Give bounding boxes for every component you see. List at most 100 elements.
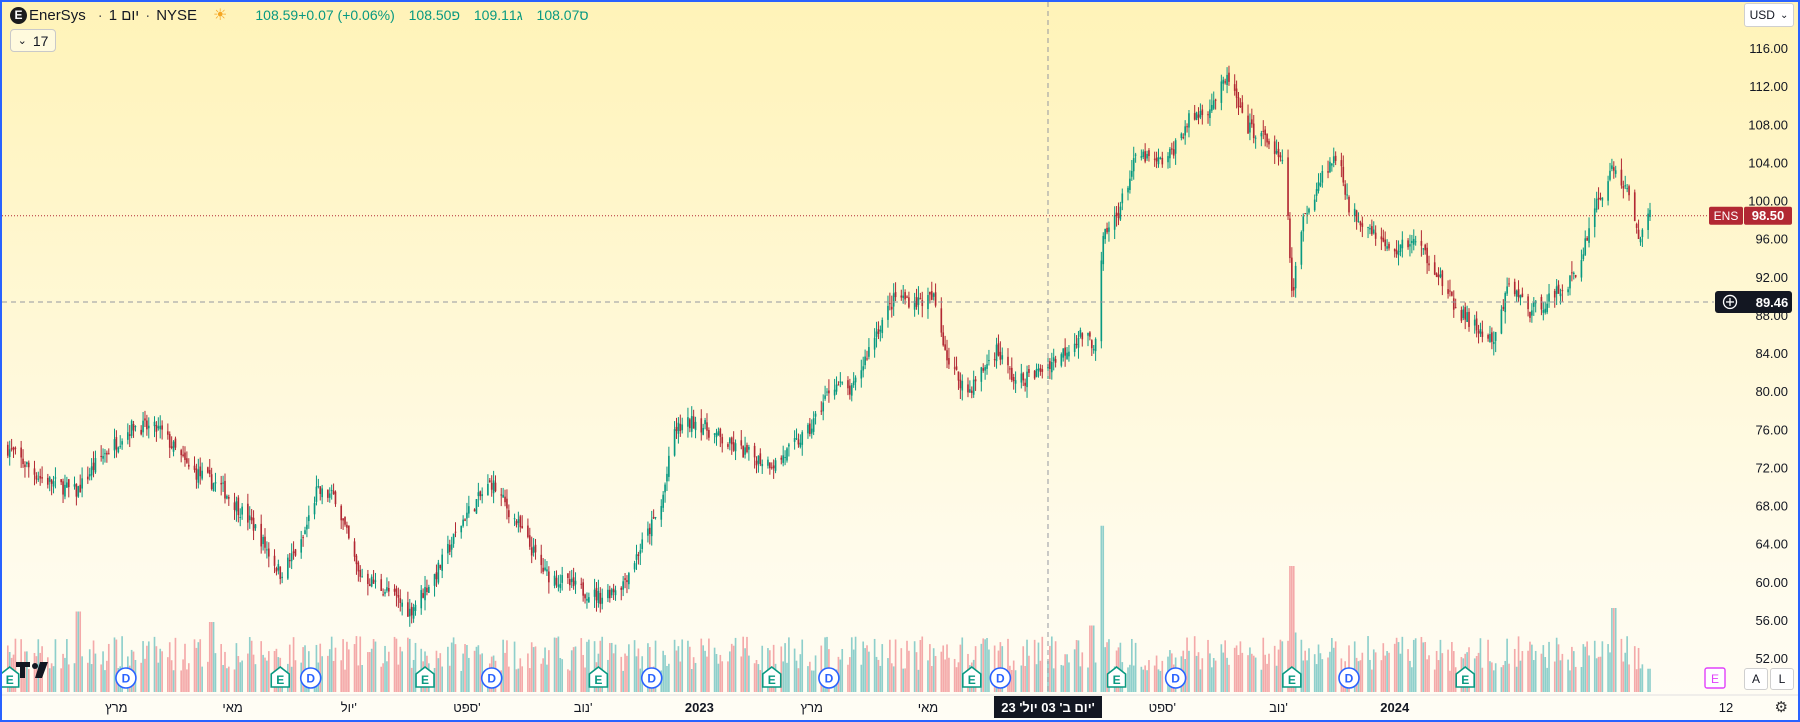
- candle-body: [786, 448, 788, 461]
- indicators-collapse-button[interactable]: ⌄ 17: [10, 29, 56, 52]
- candle: [106, 450, 108, 463]
- candle-body: [1374, 232, 1377, 239]
- log-scale-button[interactable]: L: [1770, 668, 1794, 690]
- volume-bar: [374, 641, 377, 692]
- candle-body: [1540, 297, 1543, 310]
- candle: [824, 385, 826, 401]
- earnings-letter: E: [6, 673, 14, 687]
- dividend-letter: D: [825, 672, 834, 686]
- candle: [187, 458, 190, 470]
- interval-label[interactable]: יום 1: [108, 6, 140, 24]
- dividend-marker[interactable]: D: [299, 667, 322, 689]
- dividend-marker[interactable]: D: [480, 667, 503, 689]
- candle: [1494, 331, 1497, 353]
- volume-bar: [1024, 665, 1026, 692]
- earnings-marker[interactable]: E: [588, 665, 609, 688]
- candle: [184, 446, 186, 467]
- candle: [1247, 104, 1249, 134]
- candle: [807, 422, 809, 439]
- volume-bar: [690, 669, 693, 692]
- candle: [1435, 272, 1438, 278]
- candle-body: [1153, 158, 1156, 160]
- candle: [1195, 111, 1198, 121]
- candle-body: [233, 502, 236, 510]
- candle: [182, 445, 184, 458]
- candle-body: [1572, 272, 1575, 275]
- symbol-name[interactable]: EnerSys: [29, 6, 86, 24]
- earnings-marker[interactable]: E: [1106, 665, 1127, 688]
- logo-slash: [35, 662, 48, 678]
- candle-body: [1140, 156, 1143, 158]
- market-hours-icon[interactable]: ☀: [213, 7, 228, 24]
- volume-bar: [704, 650, 706, 692]
- candle: [1593, 198, 1596, 238]
- volume-bar: [382, 663, 384, 692]
- settings-gear-icon[interactable]: ⚙: [1774, 699, 1788, 716]
- candle-body: [332, 490, 335, 495]
- earnings-marker[interactable]: E: [270, 665, 291, 688]
- candle-body: [1449, 290, 1451, 292]
- candle: [304, 526, 306, 535]
- earnings-marker[interactable]: E: [415, 665, 435, 688]
- earnings-marker[interactable]: E: [1282, 665, 1302, 688]
- candle-body: [972, 379, 975, 395]
- candle-body: [534, 544, 537, 553]
- auto-scale-button[interactable]: A: [1744, 668, 1768, 690]
- earnings-marker[interactable]: E: [961, 665, 982, 688]
- volume-bar: [913, 641, 916, 692]
- currency-select[interactable]: USD ⌄: [1744, 3, 1794, 27]
- candle-body: [39, 475, 42, 479]
- candle-body: [864, 356, 866, 366]
- candle: [610, 587, 613, 598]
- earnings-icon: [415, 665, 435, 688]
- volume-bar: [222, 665, 224, 692]
- candle-body: [186, 458, 188, 463]
- candle: [54, 467, 57, 489]
- price-axis[interactable]: 52.0056.0060.0064.0068.0072.0076.0080.00…: [1748, 41, 1788, 666]
- time-axis[interactable]: מרץ מאי יול' ספט' נוב' 2023 מרץ מאי ספט' נוב' 2024…: [2, 694, 1798, 715]
- candle-body: [1451, 292, 1453, 296]
- crosshair-price-label[interactable]: 89.46: [1715, 290, 1792, 313]
- tradingview-logo[interactable]: [16, 662, 48, 678]
- candle-body: [1588, 228, 1590, 243]
- candle: [64, 474, 66, 500]
- dividend-marker[interactable]: D: [640, 667, 663, 689]
- volume-bar: [635, 656, 638, 692]
- candle-body: [1197, 114, 1200, 118]
- candle-body: [172, 441, 175, 452]
- candle: [1060, 352, 1063, 368]
- earnings-marker[interactable]: E: [1455, 665, 1476, 688]
- candle: [555, 570, 558, 588]
- candle: [860, 359, 863, 388]
- dividend-marker[interactable]: D: [818, 667, 840, 689]
- dividend-marker[interactable]: D: [989, 667, 1012, 689]
- volume-bar: [780, 646, 783, 692]
- earnings-marker[interactable]: E: [761, 665, 782, 688]
- candle-body: [1519, 295, 1522, 299]
- dividend-marker[interactable]: D: [115, 667, 137, 689]
- event-markers[interactable]: E D DE E D E D E D E D E D E D E E: [2, 662, 1726, 689]
- upcoming-earnings-marker[interactable]: E: [1704, 667, 1726, 689]
- candle-body: [759, 453, 762, 465]
- candle-body: [128, 434, 131, 436]
- volume-bar: [473, 650, 476, 692]
- candle: [1397, 240, 1400, 266]
- dividend-marker[interactable]: D: [1338, 667, 1360, 689]
- dividend-marker[interactable]: D: [1164, 667, 1187, 689]
- volume-bar: [702, 645, 704, 692]
- volume-bar: [60, 668, 62, 692]
- volume-bar: [664, 655, 666, 692]
- earnings-marker[interactable]: E: [2, 665, 20, 688]
- candle: [86, 466, 89, 484]
- volume-bar: [1624, 652, 1627, 692]
- y-tick-label: 92.00: [1755, 270, 1788, 285]
- candle: [828, 379, 830, 403]
- volume-bar: [1422, 642, 1425, 692]
- volume-bar: [479, 654, 482, 692]
- candle-body: [708, 430, 710, 438]
- volume-bar: [315, 644, 318, 692]
- volume-bar: [681, 639, 684, 692]
- volume-bar: [1241, 652, 1244, 692]
- volume-bar: [1315, 664, 1318, 692]
